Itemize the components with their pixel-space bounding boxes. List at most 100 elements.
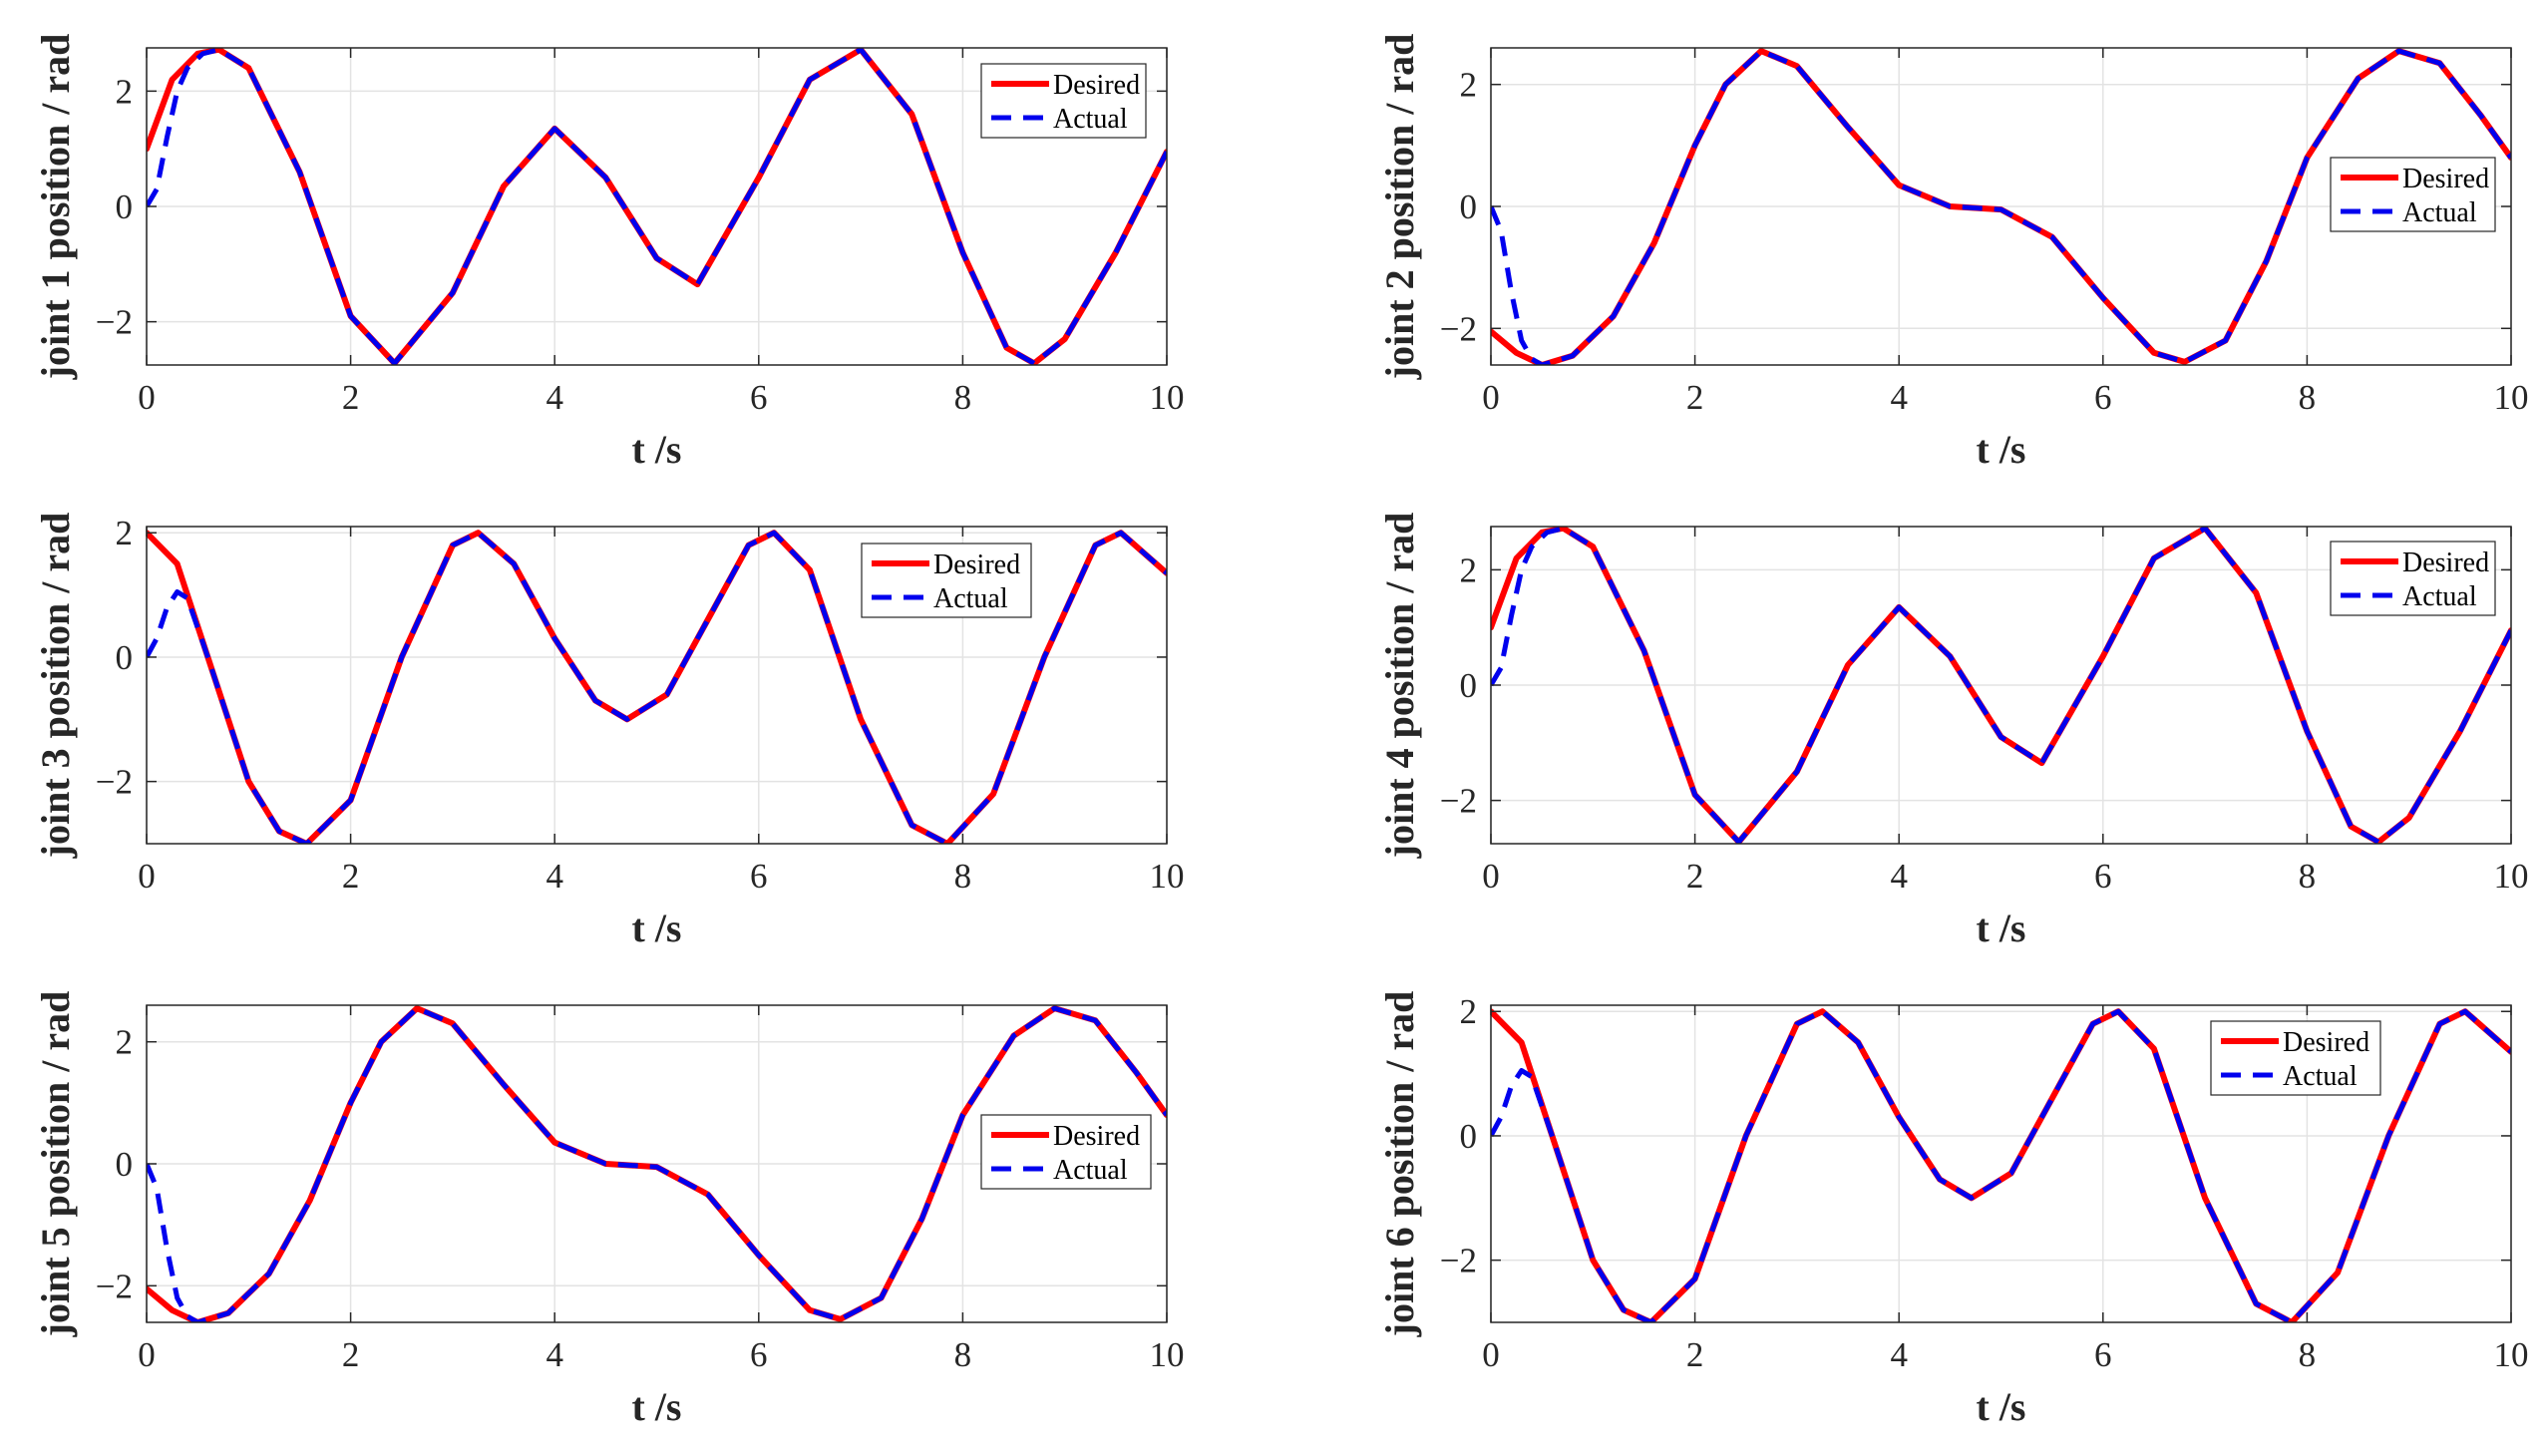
x-axis-label: t /s — [1977, 427, 2026, 472]
x-tick-label: 10 — [1150, 1335, 1185, 1374]
y-tick-label: 2 — [116, 72, 134, 111]
x-tick-label: 6 — [2094, 857, 2112, 896]
series-line-actual — [1491, 48, 2511, 365]
series-line-actual — [147, 530, 1167, 844]
x-tick-label: 2 — [342, 378, 360, 417]
y-tick-label: −2 — [96, 763, 133, 802]
x-tick-label: 10 — [1150, 857, 1185, 896]
legend-box — [980, 63, 1147, 139]
legend-label-desired: Desired — [2402, 164, 2489, 194]
x-tick-label: 2 — [1686, 378, 1704, 417]
y-tick-label: 0 — [1460, 666, 1478, 705]
axes-frame — [1490, 1004, 2512, 1323]
legend-label-actual: Actual — [933, 583, 1008, 614]
y-tick-label: −2 — [1440, 1242, 1477, 1280]
series-line-actual — [147, 48, 1167, 365]
x-axis-label: t /s — [632, 906, 682, 950]
y-tick-label: 2 — [116, 514, 134, 552]
subplot-joint-3: 0 2 4 6 8 10 −2 0 2 t /s joint 3 position / rad Des… — [33, 513, 1185, 950]
y-axis-label: joint 2 position / rad — [1377, 34, 1422, 381]
legend-label-actual: Actual — [1053, 1155, 1128, 1186]
y-tick-label: −2 — [96, 1267, 133, 1305]
x-axis-label: t /s — [632, 1384, 682, 1429]
legend-label-desired: Desired — [1053, 1121, 1140, 1152]
y-tick-label: −2 — [96, 303, 133, 342]
legend-box — [2210, 1020, 2381, 1096]
x-tick-label: 10 — [2494, 378, 2529, 417]
series-line-actual — [1491, 1008, 2511, 1322]
x-tick-label: 4 — [1890, 857, 1908, 896]
x-tick-label: 6 — [750, 1335, 768, 1374]
y-tick-label: 2 — [1460, 66, 1478, 105]
legend-box — [980, 1114, 1152, 1190]
legend-label-desired: Desired — [933, 549, 1020, 580]
legend-box — [2330, 157, 2496, 232]
axes-frame — [146, 526, 1168, 845]
y-axis-label: joint 3 position / rad — [33, 513, 78, 860]
x-axis-label: t /s — [1977, 906, 2026, 950]
y-axis-label: joint 5 position / rad — [33, 991, 78, 1338]
y-tick-label: 0 — [116, 187, 134, 226]
subplot-joint-6: 0 2 4 6 8 10 −2 0 2 t /s joint 6 position / rad Des… — [1377, 991, 2529, 1429]
x-axis-label: t /s — [632, 427, 682, 472]
x-tick-label: 6 — [2094, 1335, 2112, 1374]
x-tick-label: 6 — [2094, 378, 2112, 417]
x-tick-label: 6 — [750, 857, 768, 896]
legend-box — [2330, 541, 2496, 616]
legend-label-desired: Desired — [2402, 547, 2489, 578]
x-tick-label: 8 — [2299, 1335, 2317, 1374]
x-tick-label: 4 — [545, 857, 563, 896]
x-tick-label: 6 — [750, 378, 768, 417]
legend-label-actual: Actual — [2283, 1061, 2358, 1092]
legend-label-actual: Actual — [2402, 197, 2477, 228]
x-tick-label: 10 — [2494, 1335, 2529, 1374]
x-tick-label: 10 — [1150, 378, 1185, 417]
y-tick-label: 2 — [1460, 992, 1478, 1031]
y-tick-label: −2 — [1440, 309, 1477, 348]
x-tick-label: 10 — [2494, 857, 2529, 896]
x-tick-label: 2 — [342, 857, 360, 896]
legend-label-actual: Actual — [1053, 104, 1128, 135]
y-tick-label: 0 — [1460, 1117, 1478, 1156]
legend-label-desired: Desired — [1053, 70, 1140, 101]
x-tick-label: 8 — [2299, 857, 2317, 896]
y-tick-label: 0 — [1460, 187, 1478, 226]
x-tick-label: 2 — [1686, 1335, 1704, 1374]
y-tick-label: 0 — [116, 1145, 134, 1184]
x-axis-label: t /s — [1977, 1384, 2026, 1429]
y-tick-label: 2 — [1460, 550, 1478, 589]
x-tick-label: 2 — [1686, 857, 1704, 896]
x-tick-label: 8 — [954, 1335, 972, 1374]
series-line-desired — [147, 48, 1167, 365]
legend-label-actual: Actual — [2402, 581, 2477, 612]
y-axis-label: joint 6 position / rad — [1377, 991, 1422, 1338]
x-tick-label: 4 — [1890, 1335, 1908, 1374]
series-line-desired — [1491, 527, 2511, 844]
y-tick-label: −2 — [1440, 782, 1477, 821]
x-tick-label: 8 — [2299, 378, 2317, 417]
x-tick-label: 4 — [545, 1335, 563, 1374]
y-tick-label: 0 — [116, 638, 134, 677]
series-line-actual — [147, 1005, 1167, 1322]
x-tick-label: 2 — [342, 1335, 360, 1374]
legend-label-desired: Desired — [2283, 1027, 2369, 1058]
x-tick-label: 8 — [954, 857, 972, 896]
y-axis-label: joint 4 position / rad — [1377, 513, 1422, 860]
y-axis-label: joint 1 position / rad — [33, 34, 78, 381]
x-tick-label: 0 — [138, 1335, 156, 1374]
x-tick-label: 0 — [1482, 857, 1500, 896]
series-line-actual — [1491, 527, 2511, 844]
x-tick-label: 0 — [1482, 1335, 1500, 1374]
x-tick-label: 8 — [954, 378, 972, 417]
